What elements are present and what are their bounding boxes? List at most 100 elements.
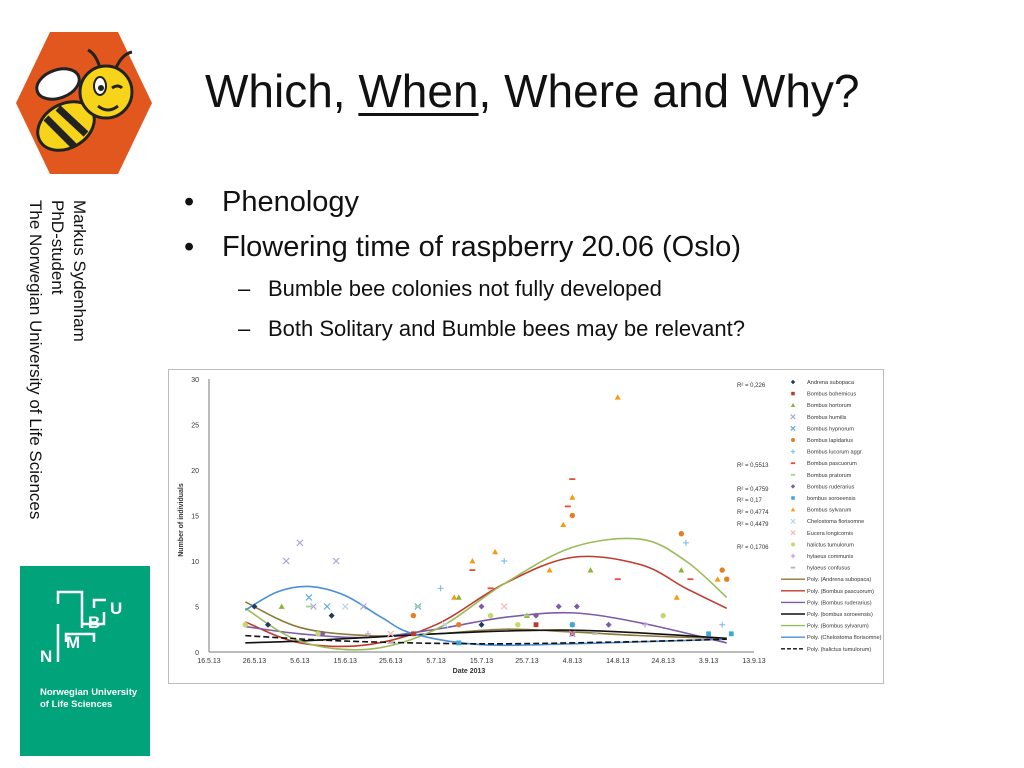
data-point [533, 622, 539, 628]
author-institution: The Norwegian University of Life Science… [26, 200, 45, 520]
data-point [724, 576, 730, 582]
slide-title: Which, When, Where and Why? [205, 66, 859, 117]
data-point [315, 631, 321, 637]
y-axis-title: Number of individuals [178, 483, 185, 557]
legend-marker [790, 484, 796, 489]
x-tick-label: 16.5.13 [197, 658, 220, 665]
legend-marker [791, 496, 795, 500]
legend-label: halictus tumulorum [807, 542, 854, 548]
data-point [682, 539, 689, 546]
data-point [546, 567, 553, 573]
legend-label: Bombus hortorum [807, 403, 852, 409]
data-point [533, 612, 539, 619]
bee-mascot-icon [35, 48, 134, 152]
nmbu-name-line2: of Life Sciences [40, 699, 113, 710]
legend-label: Bombus ruderarius [807, 484, 854, 490]
r-squared-label: R² = 0,5513 [737, 463, 769, 469]
legend-label: Bombus pratorum [807, 473, 852, 479]
legend-marker [790, 449, 796, 454]
legend-marker [790, 425, 796, 432]
data-point [310, 603, 317, 610]
legend-label: Poly. (Bombus pascuorum) [807, 589, 874, 595]
data-point [706, 631, 711, 637]
r-squared-label: R² = 0,226 [737, 383, 766, 389]
nmbu-name: Norwegian University of Life Sciences [40, 687, 137, 711]
x-tick-label: 5.6.13 [290, 658, 310, 665]
nmbu-letter-b: B [88, 613, 100, 632]
data-point [568, 630, 576, 638]
data-point [469, 558, 476, 564]
legend-marker [790, 379, 796, 385]
y-tick-label: 10 [191, 559, 199, 566]
legend-label: Chelostoma florisomne [807, 519, 864, 525]
legend-label: Poly. (Andrena subopaca) [807, 577, 871, 583]
legend-label: Eucera longicornis [807, 531, 853, 537]
x-tick-label: 13.9.13 [742, 658, 765, 665]
legend-marker [790, 403, 796, 407]
legend-label: Bombus lapidarius [807, 438, 853, 444]
data-point [501, 558, 508, 564]
nmbu-letter-n: N [40, 647, 52, 666]
trend-line [244, 537, 728, 651]
data-point [451, 594, 458, 600]
legend-label: Poly. (Bombus ruderarius) [807, 600, 872, 606]
x-tick-label: 25.6.13 [379, 658, 402, 665]
data-point [719, 621, 726, 628]
data-point [569, 512, 576, 519]
legend-label: Poly. (Bombus sylvarum) [807, 624, 869, 630]
y-tick-label: 30 [191, 377, 199, 384]
trend-line [244, 585, 727, 647]
r-squared-label: R² = 0,4774 [737, 510, 769, 516]
trend-line [244, 601, 718, 640]
data-point [437, 585, 444, 592]
data-point [555, 603, 562, 610]
data-point [364, 630, 371, 637]
title-prefix: Which, [205, 65, 359, 117]
legend-marker [790, 507, 796, 512]
legend-marker [790, 553, 796, 559]
data-point [319, 630, 326, 637]
author-sidebar: Markus Sydenham PhD-student The Norwegia… [24, 200, 90, 519]
author-role: PhD-student [48, 200, 67, 295]
data-point [587, 567, 594, 573]
data-point [455, 594, 462, 600]
data-point [492, 548, 499, 555]
data-point [251, 603, 258, 610]
legend-marker [791, 438, 795, 442]
data-point [296, 539, 304, 547]
legend-label: bombus soroeensis [807, 496, 856, 502]
bullet-item: Phenology [180, 186, 745, 219]
data-point [614, 394, 621, 400]
legend-marker [791, 391, 795, 396]
data-point [678, 567, 685, 573]
r-squared-label: R² = 0,17 [737, 498, 763, 504]
data-point [569, 494, 576, 500]
data-point [719, 567, 725, 573]
data-point [487, 612, 494, 619]
phenology-chart-svg: 0 5 10 15 20 25 30 16.5.13 26.5.13 5.6.13 15.6.13 2… [178, 377, 882, 675]
data-point [642, 621, 648, 628]
data-point [660, 612, 666, 619]
data-point [328, 612, 335, 619]
x-tick-label: 15.7.13 [470, 658, 493, 665]
data-point [560, 521, 567, 527]
legend-marker [790, 518, 796, 524]
x-tick-label: 14.8.13 [606, 658, 629, 665]
title-underlined-word: When [358, 65, 479, 117]
r-squared-label: R² = 0,1706 [737, 545, 769, 551]
nmbu-mark-icon: U B M N [40, 590, 122, 666]
trend-line [245, 634, 727, 645]
data-point [478, 621, 485, 628]
bee-logo [16, 32, 152, 174]
nmbu-logo: U B M N Norwegian University of Life Sci… [20, 566, 150, 756]
author-name: Markus Sydenham [70, 200, 89, 342]
r-squared-label: R² = 0,4759 [737, 487, 769, 493]
x-tick-label: 25.7.13 [515, 658, 538, 665]
legend-label: hylaeus communis [807, 554, 854, 560]
bullet-item: Flowering time of raspberry 20.06 (Oslo) [180, 231, 745, 264]
y-tick-label: 15 [191, 514, 199, 521]
legend-label: Poly. (Chelostoma florisomne) [807, 635, 882, 641]
data-point [569, 622, 575, 628]
data-point [456, 640, 462, 646]
data-point [387, 630, 395, 638]
